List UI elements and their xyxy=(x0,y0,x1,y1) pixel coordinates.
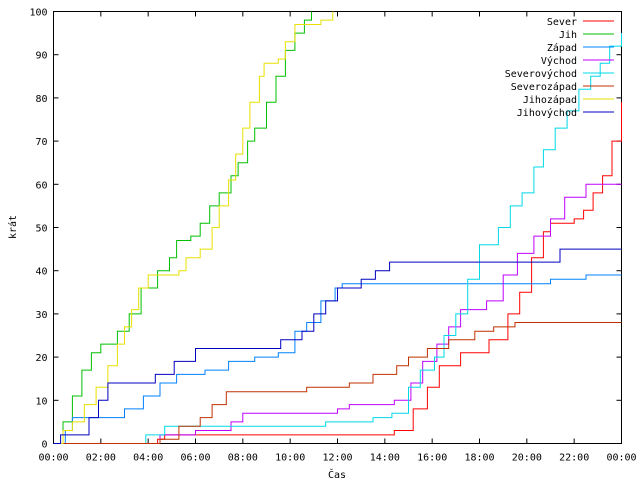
x-tick-label: 18:00 xyxy=(464,453,494,464)
y-tick-label: 50 xyxy=(35,224,47,235)
x-tick-label: 08:00 xyxy=(228,453,258,464)
legend-label: Jih xyxy=(559,30,577,41)
series-line-východ xyxy=(53,183,622,444)
x-tick-label: 20:00 xyxy=(512,453,542,464)
x-tick-label: 14:00 xyxy=(370,453,400,464)
y-axis-title: krát xyxy=(7,215,19,239)
x-tick-label: 04:00 xyxy=(133,453,163,464)
x-tick-label: 22:00 xyxy=(559,453,589,464)
legend-label: Východ xyxy=(541,55,577,67)
x-tick-label: 02:00 xyxy=(86,453,116,464)
series-line-západ xyxy=(53,274,622,444)
legend-label: Severozápad xyxy=(511,81,577,93)
y-tick-label: 40 xyxy=(35,267,47,278)
y-tick-label: 0 xyxy=(41,440,47,451)
y-tick-label: 90 xyxy=(35,51,47,62)
series-line-jihozápad xyxy=(53,11,334,444)
y-tick-label: 20 xyxy=(35,353,47,364)
x-tick-label: 06:00 xyxy=(180,453,210,464)
y-tick-label: 30 xyxy=(35,310,47,321)
x-tick-label: 16:00 xyxy=(417,453,447,464)
axis-ticks: 0 10 20 30 40 50 60 70 80 90 100 00:00 02:00 04:00 06:… xyxy=(29,8,636,464)
y-tick-label: 60 xyxy=(35,180,47,191)
y-tick-label: 100 xyxy=(29,8,47,19)
x-tick-label: 12:00 xyxy=(322,453,352,464)
y-tick-label: 70 xyxy=(35,137,47,148)
x-tick-label: 00:00 xyxy=(38,453,68,464)
x-tick-label: 10:00 xyxy=(275,453,305,464)
legend-label: Severovýchod xyxy=(505,68,577,80)
series-lines xyxy=(53,11,622,444)
series-line-jih xyxy=(53,11,312,444)
series-line-sever xyxy=(53,102,622,444)
legend-label: Západ xyxy=(547,42,577,54)
x-tick-label: 00:00 xyxy=(606,453,636,464)
y-tick-label: 80 xyxy=(35,94,47,105)
legend-label: Jihozápad xyxy=(523,94,577,106)
legend: Sever JihZápadVýchodSeverovýchodSeverozáp… xyxy=(505,17,614,119)
x-axis-title: Čas xyxy=(328,468,346,480)
series-line-jihovýchod xyxy=(53,248,622,444)
y-tick-label: 10 xyxy=(35,396,47,407)
series-line-severozápad xyxy=(53,322,622,444)
legend-label: Sever xyxy=(547,17,577,28)
legend-label: Jihovýchod xyxy=(517,107,577,119)
